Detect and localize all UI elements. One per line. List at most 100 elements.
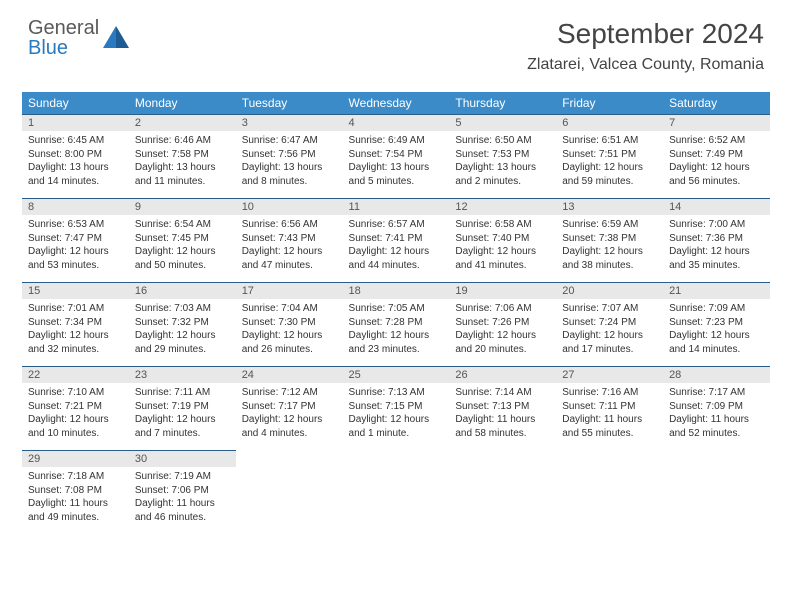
day-cell: Sunrise: 6:45 AMSunset: 8:00 PMDaylight:…: [22, 131, 129, 199]
day-cell: Sunrise: 6:51 AMSunset: 7:51 PMDaylight:…: [556, 131, 663, 199]
sunset-text: Sunset: 7:06 PM: [135, 484, 230, 498]
sunrise-text: Sunrise: 7:00 AM: [669, 218, 764, 232]
daylight-text: Daylight: 12 hours and 59 minutes.: [562, 161, 657, 188]
daylight-text: Daylight: 12 hours and 1 minute.: [349, 413, 444, 440]
day-cell: Sunrise: 7:17 AMSunset: 7:09 PMDaylight:…: [663, 383, 770, 451]
day-number: 11: [343, 199, 450, 216]
sunrise-text: Sunrise: 6:57 AM: [349, 218, 444, 232]
sunset-text: Sunset: 7:53 PM: [455, 148, 550, 162]
day-number: 23: [129, 367, 236, 384]
daylight-text: Daylight: 13 hours and 8 minutes.: [242, 161, 337, 188]
day-cell: Sunrise: 7:10 AMSunset: 7:21 PMDaylight:…: [22, 383, 129, 451]
day-cell: Sunrise: 6:46 AMSunset: 7:58 PMDaylight:…: [129, 131, 236, 199]
logo-line2: Blue: [28, 38, 99, 58]
sunrise-text: Sunrise: 6:58 AM: [455, 218, 550, 232]
sunrise-text: Sunrise: 7:04 AM: [242, 302, 337, 316]
weekday-header: Saturday: [663, 92, 770, 115]
day-number: 26: [449, 367, 556, 384]
day-number: 1: [22, 115, 129, 132]
daylight-text: Daylight: 13 hours and 2 minutes.: [455, 161, 550, 188]
day-number: 22: [22, 367, 129, 384]
sunrise-text: Sunrise: 6:47 AM: [242, 134, 337, 148]
sunset-text: Sunset: 7:56 PM: [242, 148, 337, 162]
day-number: 13: [556, 199, 663, 216]
empty-cell: [449, 467, 556, 534]
day-cell: Sunrise: 7:11 AMSunset: 7:19 PMDaylight:…: [129, 383, 236, 451]
weekday-header: Friday: [556, 92, 663, 115]
day-cell: Sunrise: 6:56 AMSunset: 7:43 PMDaylight:…: [236, 215, 343, 283]
sunset-text: Sunset: 7:26 PM: [455, 316, 550, 330]
weekday-header: Sunday: [22, 92, 129, 115]
sunset-text: Sunset: 7:58 PM: [135, 148, 230, 162]
sunrise-text: Sunrise: 7:09 AM: [669, 302, 764, 316]
daylight-text: Daylight: 12 hours and 38 minutes.: [562, 245, 657, 272]
sunset-text: Sunset: 7:51 PM: [562, 148, 657, 162]
data-row: Sunrise: 6:45 AMSunset: 8:00 PMDaylight:…: [22, 131, 770, 199]
sunrise-text: Sunrise: 7:01 AM: [28, 302, 123, 316]
sunset-text: Sunset: 7:41 PM: [349, 232, 444, 246]
sunset-text: Sunset: 7:32 PM: [135, 316, 230, 330]
day-number: 19: [449, 283, 556, 300]
sunrise-text: Sunrise: 6:53 AM: [28, 218, 123, 232]
day-cell: Sunrise: 7:00 AMSunset: 7:36 PMDaylight:…: [663, 215, 770, 283]
sunset-text: Sunset: 7:08 PM: [28, 484, 123, 498]
day-cell: Sunrise: 6:58 AMSunset: 7:40 PMDaylight:…: [449, 215, 556, 283]
empty-cell: [236, 451, 343, 468]
day-cell: Sunrise: 7:18 AMSunset: 7:08 PMDaylight:…: [22, 467, 129, 534]
sunset-text: Sunset: 7:49 PM: [669, 148, 764, 162]
sunset-text: Sunset: 7:40 PM: [455, 232, 550, 246]
day-number: 29: [22, 451, 129, 468]
daylight-text: Daylight: 12 hours and 32 minutes.: [28, 329, 123, 356]
sunrise-text: Sunrise: 6:59 AM: [562, 218, 657, 232]
day-number: 27: [556, 367, 663, 384]
sunset-text: Sunset: 7:21 PM: [28, 400, 123, 414]
day-cell: Sunrise: 7:01 AMSunset: 7:34 PMDaylight:…: [22, 299, 129, 367]
day-number: 7: [663, 115, 770, 132]
empty-cell: [556, 451, 663, 468]
sunset-text: Sunset: 7:43 PM: [242, 232, 337, 246]
day-number: 3: [236, 115, 343, 132]
day-number: 9: [129, 199, 236, 216]
sunrise-text: Sunrise: 7:13 AM: [349, 386, 444, 400]
day-number: 12: [449, 199, 556, 216]
daylight-text: Daylight: 12 hours and 44 minutes.: [349, 245, 444, 272]
empty-cell: [236, 467, 343, 534]
day-cell: Sunrise: 6:53 AMSunset: 7:47 PMDaylight:…: [22, 215, 129, 283]
data-row: Sunrise: 7:01 AMSunset: 7:34 PMDaylight:…: [22, 299, 770, 367]
daylight-text: Daylight: 12 hours and 17 minutes.: [562, 329, 657, 356]
daynum-row: 1234567: [22, 115, 770, 132]
day-number: 25: [343, 367, 450, 384]
empty-cell: [556, 467, 663, 534]
logo-triangle-icon: [103, 26, 129, 48]
daylight-text: Daylight: 12 hours and 29 minutes.: [135, 329, 230, 356]
daylight-text: Daylight: 13 hours and 14 minutes.: [28, 161, 123, 188]
day-number: 21: [663, 283, 770, 300]
weekday-header-row: Sunday Monday Tuesday Wednesday Thursday…: [22, 92, 770, 115]
daylight-text: Daylight: 12 hours and 41 minutes.: [455, 245, 550, 272]
day-cell: Sunrise: 7:13 AMSunset: 7:15 PMDaylight:…: [343, 383, 450, 451]
day-number: 18: [343, 283, 450, 300]
daylight-text: Daylight: 12 hours and 7 minutes.: [135, 413, 230, 440]
day-cell: Sunrise: 7:03 AMSunset: 7:32 PMDaylight:…: [129, 299, 236, 367]
sunrise-text: Sunrise: 7:16 AM: [562, 386, 657, 400]
sunset-text: Sunset: 7:13 PM: [455, 400, 550, 414]
daynum-row: 891011121314: [22, 199, 770, 216]
empty-cell: [663, 451, 770, 468]
data-row: Sunrise: 7:18 AMSunset: 7:08 PMDaylight:…: [22, 467, 770, 534]
day-cell: Sunrise: 6:59 AMSunset: 7:38 PMDaylight:…: [556, 215, 663, 283]
sunrise-text: Sunrise: 7:17 AM: [669, 386, 764, 400]
month-title: September 2024: [527, 18, 764, 50]
daylight-text: Daylight: 12 hours and 23 minutes.: [349, 329, 444, 356]
sunset-text: Sunset: 7:19 PM: [135, 400, 230, 414]
logo: General Blue: [28, 18, 129, 58]
daylight-text: Daylight: 12 hours and 10 minutes.: [28, 413, 123, 440]
sunrise-text: Sunrise: 7:05 AM: [349, 302, 444, 316]
sunset-text: Sunset: 7:54 PM: [349, 148, 444, 162]
daylight-text: Daylight: 12 hours and 14 minutes.: [669, 329, 764, 356]
day-number: 5: [449, 115, 556, 132]
weekday-header: Tuesday: [236, 92, 343, 115]
day-number: 17: [236, 283, 343, 300]
sunrise-text: Sunrise: 6:56 AM: [242, 218, 337, 232]
daylight-text: Daylight: 12 hours and 20 minutes.: [455, 329, 550, 356]
day-cell: Sunrise: 7:19 AMSunset: 7:06 PMDaylight:…: [129, 467, 236, 534]
